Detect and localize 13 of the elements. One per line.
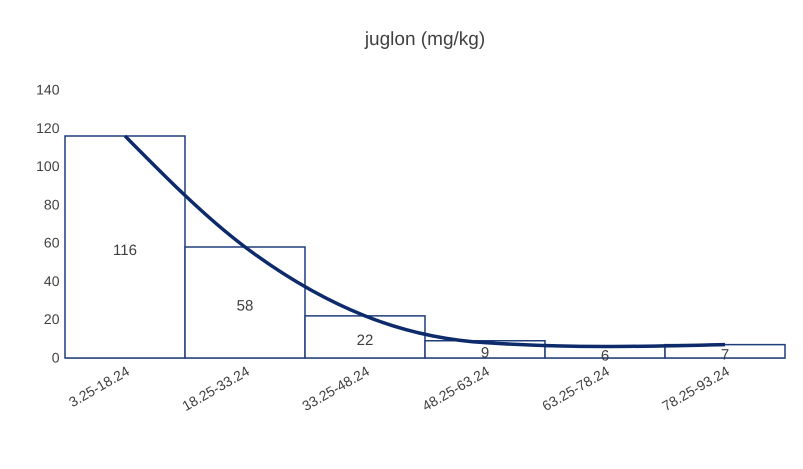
- y-tick-label: 60: [44, 234, 60, 251]
- y-tick-label: 20: [44, 311, 60, 328]
- y-tick-label: 100: [36, 158, 60, 174]
- y-tick-label: 140: [36, 82, 60, 98]
- data-label: 22: [356, 332, 374, 349]
- data-label: 116: [113, 242, 137, 259]
- data-label: 58: [236, 297, 254, 314]
- chart-title: juglon (mg/kg): [364, 29, 486, 50]
- data-label: 9: [480, 344, 490, 362]
- y-tick-label: 0: [52, 350, 60, 366]
- y-tick-label: 120: [36, 120, 60, 136]
- y-tick-label: 80: [44, 196, 60, 212]
- y-tick-label: 40: [44, 272, 60, 289]
